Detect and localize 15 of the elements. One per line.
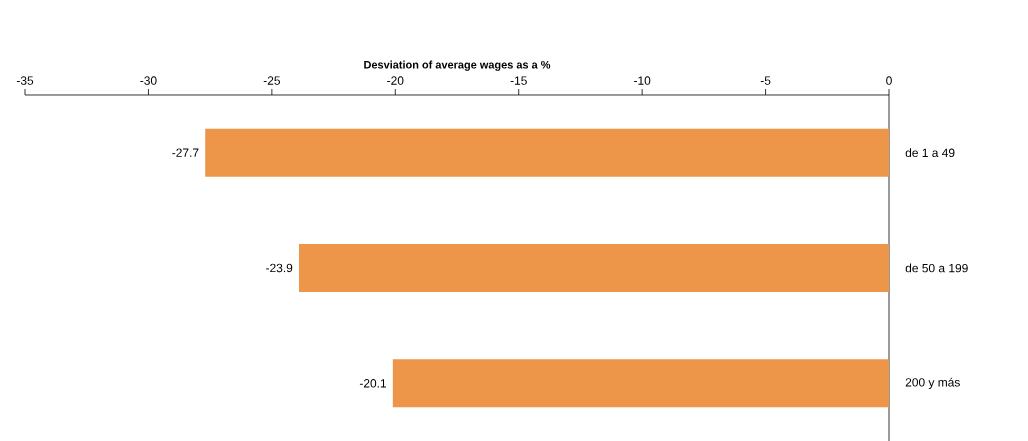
- x-tick-label: -35: [16, 76, 34, 85]
- data-label: -23.9: [266, 263, 293, 273]
- x-tick-label: -10: [634, 76, 651, 85]
- y-tick-label: 200 y más: [905, 377, 960, 389]
- x-tick-label: -15: [510, 76, 527, 85]
- y-tick-label: de 1 a 49: [905, 148, 955, 158]
- x-tick-label: -30: [140, 76, 157, 85]
- x-tick-label: -20: [387, 76, 404, 85]
- x-tick-label: -5: [760, 76, 771, 85]
- x-tick-label: 0: [886, 76, 892, 85]
- data-label: -20.1: [359, 379, 387, 388]
- data-label: -27.7: [172, 148, 199, 157]
- x-tick-label: -25: [263, 76, 280, 85]
- y-tick-label: de 50 a 199: [905, 263, 968, 273]
- chart-title: Desviation of average wages as a %: [364, 60, 551, 71]
